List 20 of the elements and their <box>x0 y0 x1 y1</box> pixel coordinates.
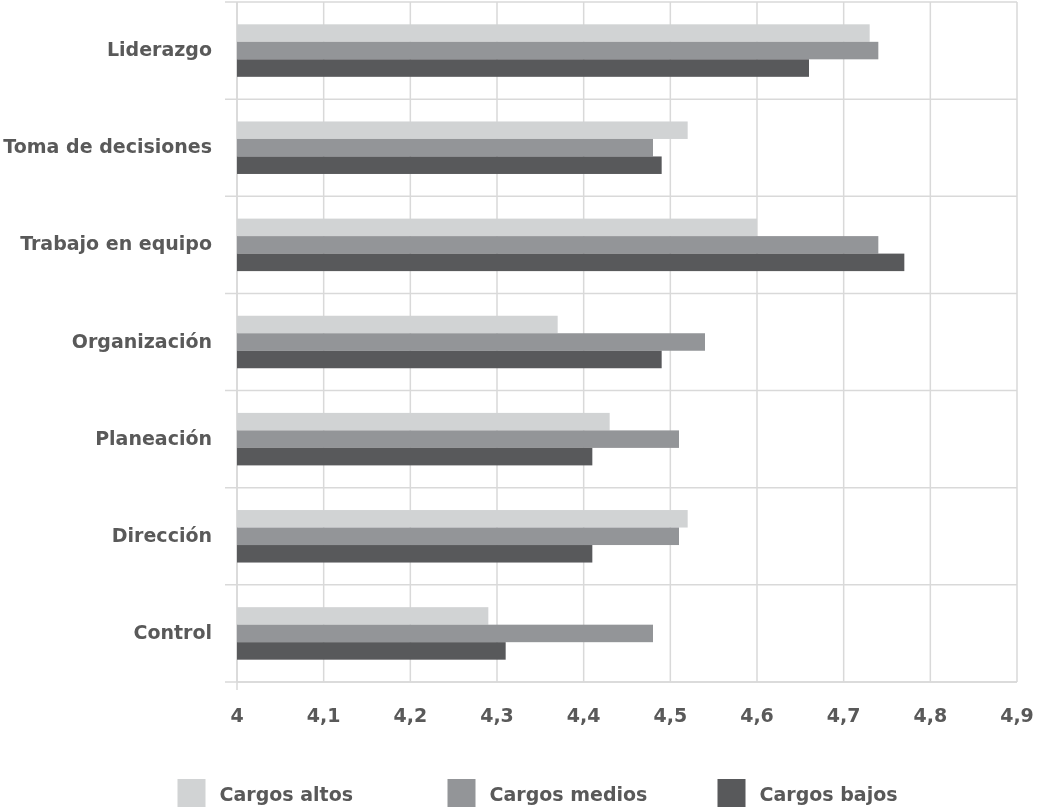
x-tick-label: 4,5 <box>653 703 688 726</box>
legend-label: Cargos altos <box>219 782 353 805</box>
y-tick-label: Organización <box>71 329 212 352</box>
x-tick-label: 4,2 <box>393 703 428 726</box>
y-tick-label: Planeación <box>95 426 212 449</box>
x-tick-label: 4,4 <box>566 703 601 726</box>
legend-label: Cargos medios <box>489 782 648 805</box>
x-tick-label: 4,1 <box>306 703 341 726</box>
y-tick-label: Control <box>133 620 212 643</box>
y-tick-label: Liderazgo <box>106 38 212 61</box>
x-tick-label: 4,9 <box>1000 703 1034 726</box>
y-tick-label: Dirección <box>111 523 212 546</box>
x-tick-label: 4,6 <box>740 703 774 726</box>
x-tick-label: 4,7 <box>826 703 861 726</box>
x-tick-label: 4,8 <box>913 703 948 726</box>
x-tick-label: 4,3 <box>480 703 514 726</box>
y-tick-label: Trabajo en equipo <box>20 232 212 255</box>
x-tick-label: 4 <box>230 703 244 726</box>
legend-label: Cargos bajos <box>759 782 898 805</box>
y-tick-label: Toma de decisiones <box>3 135 212 158</box>
